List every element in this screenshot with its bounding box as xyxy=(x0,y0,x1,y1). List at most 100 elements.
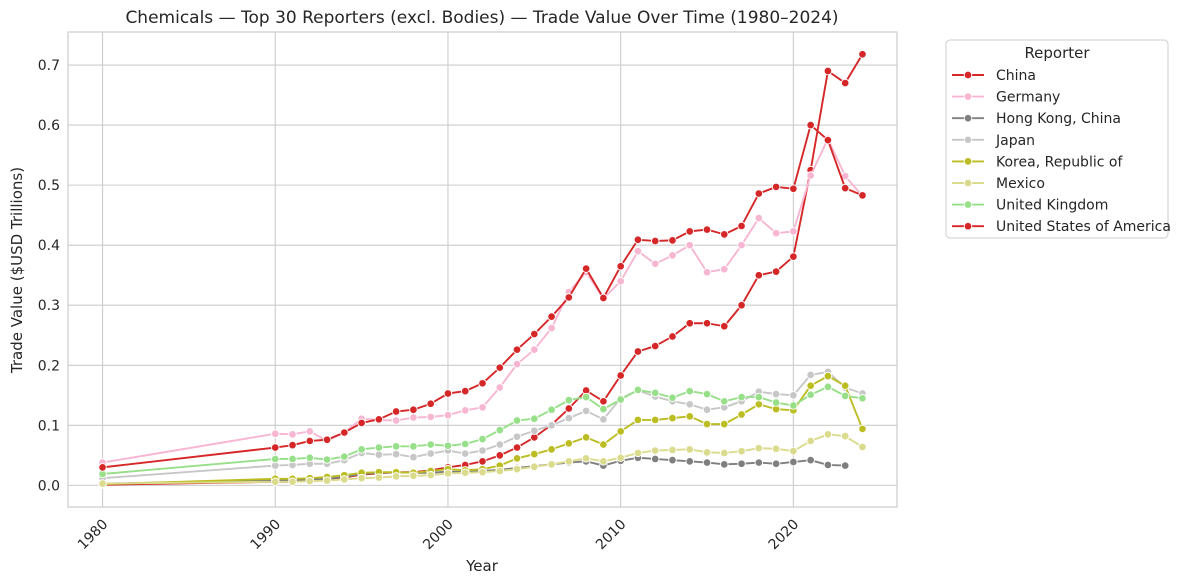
data-point xyxy=(478,457,487,466)
data-point xyxy=(823,460,833,470)
data-point xyxy=(547,445,556,454)
data-point xyxy=(650,341,660,351)
data-point xyxy=(789,391,798,400)
data-point xyxy=(357,473,366,483)
data-point xyxy=(754,189,764,198)
data-point xyxy=(391,416,401,425)
data-point xyxy=(599,415,608,424)
legend-item: Korea, Republic of xyxy=(952,154,1123,170)
data-point xyxy=(650,259,660,269)
data-point xyxy=(858,424,867,434)
x-tick-label: 1990 xyxy=(248,517,285,554)
data-point xyxy=(720,448,729,458)
series-line xyxy=(102,53,864,486)
series-mexico xyxy=(98,430,867,488)
x-tick-label: 2020 xyxy=(766,517,803,554)
data-point xyxy=(685,457,695,466)
data-point xyxy=(564,439,574,448)
legend-label: United States of America xyxy=(996,219,1171,235)
data-point xyxy=(840,461,850,470)
data-point xyxy=(823,382,833,392)
x-axis-label: Year xyxy=(465,557,499,575)
data-point xyxy=(512,432,522,441)
data-point xyxy=(806,381,815,390)
data-point xyxy=(685,400,695,409)
data-point xyxy=(668,236,677,245)
data-point xyxy=(858,394,867,403)
series-united-kingdom xyxy=(98,382,867,479)
data-point xyxy=(581,392,591,402)
legend-marker xyxy=(963,178,973,188)
data-point xyxy=(633,235,643,245)
chart-title: Chemicals — Top 30 Reporters (excl. Bodi… xyxy=(125,8,838,28)
data-point xyxy=(409,471,418,481)
data-point xyxy=(754,392,764,402)
legend-marker xyxy=(963,200,973,209)
legend-label: China xyxy=(996,68,1036,84)
y-tick-label: 0.1 xyxy=(38,418,60,434)
data-point xyxy=(720,322,729,331)
data-point xyxy=(840,431,850,441)
data-point xyxy=(616,261,625,271)
data-point xyxy=(547,460,556,469)
data-point xyxy=(374,443,384,452)
y-axis: 0.0 0.1 0.2 0.3 0.4 0.5 0.6 0.7 xyxy=(38,58,60,494)
data-point xyxy=(720,230,729,239)
data-point xyxy=(409,405,418,414)
data-point xyxy=(685,445,695,454)
legend-item: Japan xyxy=(952,133,1035,149)
data-point xyxy=(374,473,384,482)
data-point xyxy=(737,392,746,402)
legend-label: Mexico xyxy=(996,176,1045,192)
data-point xyxy=(599,440,608,449)
data-point xyxy=(599,397,608,406)
y-tick-label: 0.5 xyxy=(38,178,60,194)
data-point xyxy=(564,293,574,302)
data-point xyxy=(633,246,643,256)
data-point xyxy=(771,267,781,276)
data-point xyxy=(288,454,297,464)
data-point xyxy=(288,430,297,439)
data-point xyxy=(530,462,539,472)
data-point xyxy=(98,479,107,488)
data-point xyxy=(668,332,677,341)
data-point xyxy=(512,464,522,474)
data-point xyxy=(271,477,280,487)
data-point xyxy=(564,404,574,413)
data-point xyxy=(512,454,522,463)
legend-item: United States of America xyxy=(952,219,1171,235)
legend-item: Mexico xyxy=(952,176,1045,192)
data-point xyxy=(271,454,280,464)
data-point xyxy=(495,363,505,372)
data-point xyxy=(720,460,729,469)
legend-marker xyxy=(963,113,973,123)
data-point xyxy=(460,406,470,415)
legend-label: United Kingdom xyxy=(996,198,1108,214)
data-point xyxy=(305,453,315,463)
data-point xyxy=(702,405,712,414)
data-point xyxy=(754,443,764,453)
legend-item: Germany xyxy=(952,90,1060,106)
data-point xyxy=(616,427,625,436)
data-point xyxy=(495,383,505,392)
data-point xyxy=(737,459,746,469)
data-point xyxy=(754,213,764,223)
data-point xyxy=(754,400,764,409)
data-point xyxy=(512,416,522,425)
y-tick-label: 0.2 xyxy=(38,358,60,374)
data-point xyxy=(702,389,712,399)
data-point xyxy=(737,410,746,419)
data-point xyxy=(840,381,850,390)
data-point xyxy=(823,135,833,145)
data-point xyxy=(271,429,280,438)
legend-item: United Kingdom xyxy=(952,198,1108,214)
data-point xyxy=(650,236,660,246)
data-point xyxy=(771,444,781,454)
data-point xyxy=(581,454,591,463)
series-layer xyxy=(98,49,867,490)
data-point xyxy=(858,191,867,200)
data-point xyxy=(374,415,384,424)
legend-marker xyxy=(963,135,973,145)
data-point xyxy=(806,390,815,399)
